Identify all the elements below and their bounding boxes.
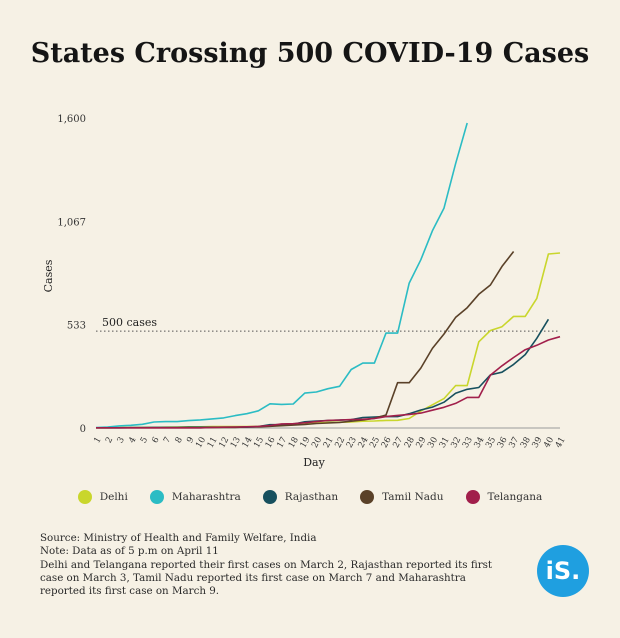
legend-swatch xyxy=(149,490,164,504)
x-tick-label: 24 xyxy=(356,435,370,449)
x-tick-label: 22 xyxy=(333,435,347,449)
x-tick-label: 30 xyxy=(426,435,440,449)
series-line-rajasthan xyxy=(96,318,550,429)
x-tick-label: 17 xyxy=(275,435,289,449)
series-group xyxy=(95,122,561,429)
x-tick-label: 40 xyxy=(542,435,556,449)
legend-swatch xyxy=(465,490,480,504)
x-tick-label: 6 xyxy=(150,435,161,445)
y-tick-label: 1,067 xyxy=(57,217,86,228)
legend-swatch xyxy=(360,490,375,504)
x-tick-label: 33 xyxy=(461,435,475,449)
x-tick-label: 20 xyxy=(310,435,324,449)
legend-label: Maharashtra xyxy=(171,491,241,503)
series-line-maharashtra xyxy=(95,122,468,429)
series-line-telangana xyxy=(96,335,561,429)
chart-legend: Delhi Maharashtra Rajasthan Tamil Nadu Telan… xyxy=(0,490,620,504)
x-tick-label: 28 xyxy=(403,435,417,449)
x-tick-label: 25 xyxy=(368,435,382,449)
x-tick-label: 21 xyxy=(322,435,336,449)
x-tick-label: 41 xyxy=(554,435,568,449)
x-tick-label: 23 xyxy=(345,435,359,449)
x-tick-label: 34 xyxy=(472,435,486,449)
source-note: Source: Ministry of Health and Family We… xyxy=(40,532,317,544)
x-tick-label: 13 xyxy=(229,435,243,449)
y-axis-label: Cases xyxy=(42,259,55,292)
x-tick-label: 26 xyxy=(380,435,394,449)
x-tick-label: 1 xyxy=(92,435,103,445)
legend-item-tamil-nadu: Tamil Nadu xyxy=(360,490,444,504)
x-tick-label: 32 xyxy=(449,435,463,449)
legend-label: Rajasthan xyxy=(284,491,339,503)
x-tick-label: 38 xyxy=(519,435,533,449)
x-tick-label: 18 xyxy=(287,435,301,449)
y-axis: 0 533 1,067 1,600 xyxy=(57,114,86,435)
x-tick-label: 9 xyxy=(185,435,196,445)
legend-item-delhi: Delhi xyxy=(77,490,128,504)
x-tick-label: 37 xyxy=(507,435,521,449)
indiaspend-logo: iS. xyxy=(537,545,589,597)
x-tick-label: 36 xyxy=(496,435,510,449)
series-line-tamil-nadu xyxy=(96,251,515,429)
x-tick-label: 27 xyxy=(391,435,405,449)
y-tick-label: 533 xyxy=(67,321,86,332)
y-tick-label: 0 xyxy=(80,424,86,435)
x-tick-label: 10 xyxy=(194,435,208,449)
x-tick-label: 7 xyxy=(162,435,173,445)
x-tick-label: 2 xyxy=(104,435,115,445)
chart-title: States Crossing 500 COVID-19 Cases xyxy=(30,38,590,69)
x-tick-label: 14 xyxy=(240,435,254,449)
legend-item-maharashtra: Maharashtra xyxy=(149,490,241,504)
x-tick-label: 12 xyxy=(217,435,231,449)
reference-line-label: 500 cases xyxy=(102,316,157,329)
first-case-note: Delhi and Telangana reported their first… xyxy=(40,558,493,598)
x-tick-label: 29 xyxy=(414,435,428,449)
series-line-delhi xyxy=(96,252,561,429)
x-tick-label: 3 xyxy=(116,435,127,445)
legend-item-telangana: Telangana xyxy=(465,490,543,504)
x-tick-label: 4 xyxy=(127,435,138,445)
x-tick-label: 19 xyxy=(298,435,312,449)
legend-label: Delhi xyxy=(99,491,128,503)
x-tick-label: 11 xyxy=(206,435,220,449)
legend-swatch xyxy=(77,490,92,504)
x-tick-label: 39 xyxy=(530,435,544,449)
legend-item-rajasthan: Rajasthan xyxy=(262,490,339,504)
x-axis: 1 2 3 4 5 6 7 8 91011121314151617181920212223242… xyxy=(92,427,568,450)
legend-swatch xyxy=(262,490,277,504)
x-tick-label: 5 xyxy=(139,435,150,445)
x-axis-label: Day xyxy=(303,456,325,469)
x-tick-label: 16 xyxy=(264,435,278,449)
footer-notes: Source: Ministry of Health and Family We… xyxy=(40,532,510,598)
data-date-note: Note: Data as of 5 p.m on April 11 xyxy=(40,545,219,558)
x-tick-label: 35 xyxy=(484,435,498,449)
reference-line-group: 500 cases xyxy=(96,316,560,332)
y-tick-label: 1,600 xyxy=(57,114,86,125)
x-tick-label: 31 xyxy=(438,435,452,449)
legend-label: Telangana xyxy=(487,491,543,503)
x-tick-label: 8 xyxy=(174,435,185,445)
legend-label: Tamil Nadu xyxy=(382,491,444,503)
x-tick-label: 15 xyxy=(252,435,266,449)
